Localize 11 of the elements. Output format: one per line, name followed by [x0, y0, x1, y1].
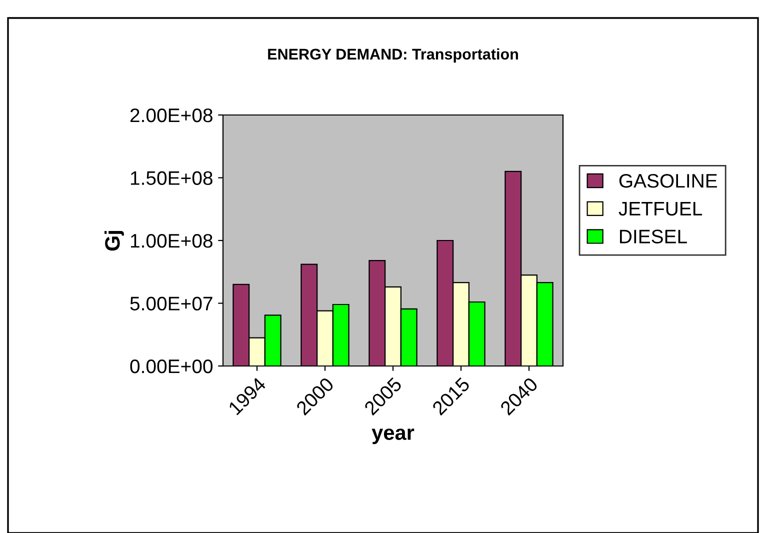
y-tick-label: 1.50E+08	[130, 171, 212, 185]
y-tick-label: 1.00E+08	[130, 234, 212, 248]
y-tick-label: 0.00E+00	[130, 359, 213, 374]
y-tick-label: 5.00E+07	[130, 296, 212, 310]
y-tick-label: 2.00E+08	[130, 108, 212, 122]
legend-label: GASOLINE	[619, 174, 717, 188]
x-axis-title: year	[372, 428, 414, 444]
y-axis-title: Gj	[104, 230, 124, 251]
legend-label: JETFUEL	[618, 202, 702, 216]
legend-label: DIESEL	[620, 230, 687, 244]
chart-title: ENERGY DEMAND: Transportation	[268, 48, 518, 63]
